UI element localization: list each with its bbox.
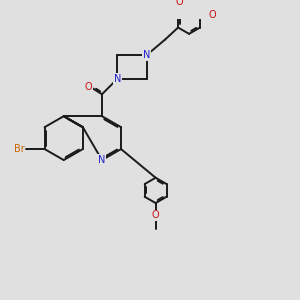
Text: O: O [208,10,216,20]
Text: O: O [85,82,93,92]
Text: N: N [98,155,106,165]
Text: N: N [143,50,151,60]
Text: N: N [114,74,121,84]
Text: Br: Br [14,144,25,154]
Text: O: O [176,0,183,7]
Text: O: O [152,210,159,220]
